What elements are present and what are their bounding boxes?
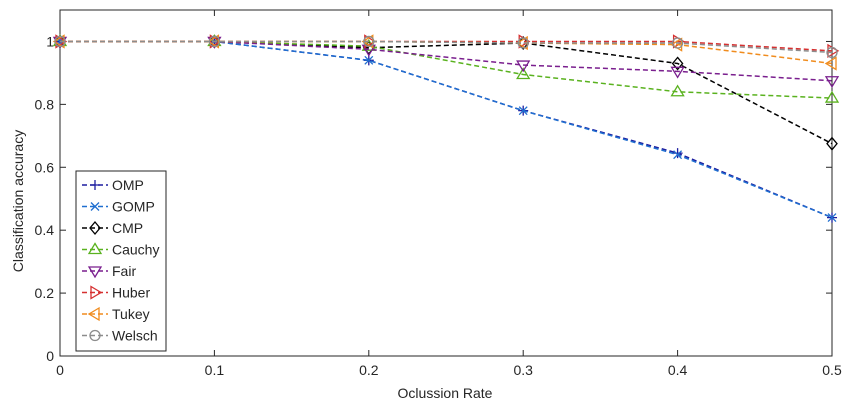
data-point-gomp: [827, 213, 837, 223]
data-point-huber: [55, 34, 68, 49]
data-point-welsch: [208, 35, 221, 48]
legend-label-omp: OMP: [112, 177, 144, 193]
legend-label-huber: Huber: [112, 285, 150, 301]
data-point-fair: [516, 60, 531, 73]
series-line-omp: [60, 40, 833, 219]
series-tukey: [52, 34, 837, 71]
axes-box: [59, 9, 833, 357]
data-point-gomp: [673, 150, 683, 160]
series-line-welsch: [60, 40, 833, 54]
x-tick-label: 0.5: [822, 362, 842, 378]
y-tick-label: 0.4: [35, 222, 55, 238]
x-tick-label: 0: [56, 362, 64, 378]
series-line-gomp: [60, 40, 833, 219]
legend-label-cmp: CMP: [112, 220, 143, 236]
y-tick-label: 0.6: [35, 159, 55, 175]
data-point-cauchy: [516, 67, 531, 80]
plot-layer: 0 0.1 0.2 0.3 0.4 0.5 0 0.2 0.4 0.6 0.8 1: [35, 9, 842, 378]
data-point-cauchy: [670, 84, 685, 97]
x-tick-label: 0.3: [513, 362, 533, 378]
series-cmp: [54, 34, 838, 151]
legend-marker-fair: [87, 266, 103, 279]
data-point-fair: [670, 66, 685, 79]
y-axis-label: Classification accuracy: [10, 130, 26, 272]
legend-marker-welsch: [89, 329, 101, 342]
series-welsch: [54, 35, 838, 59]
series-gomp: [55, 36, 837, 223]
data-point-cauchy: [824, 90, 840, 103]
data-point-cmp: [826, 136, 838, 151]
x-axis-label: Oclussion Rate: [398, 385, 493, 401]
x-tick-label: 0.2: [359, 362, 379, 378]
x-tick-label: 0.4: [668, 362, 688, 378]
data-point-tukey: [207, 34, 220, 49]
legend-marker-cauchy: [87, 242, 103, 255]
y-tick-label: 0.8: [35, 96, 55, 112]
data-point-tukey: [824, 56, 837, 71]
data-point-welsch: [826, 46, 838, 59]
series-omp: [55, 36, 837, 223]
x-tick-label: 0.1: [205, 362, 225, 378]
series-line-fair: [60, 40, 833, 82]
legend-marker-tukey: [87, 306, 100, 322]
data-point-welsch: [517, 37, 529, 49]
legend-marker-huber: [90, 285, 103, 300]
data-point-welsch: [363, 35, 375, 48]
legend-marker-omp: [90, 180, 100, 190]
data-point-fair: [824, 76, 840, 89]
y-tick-label: 0.2: [35, 285, 55, 301]
legend-label-fair: Fair: [112, 263, 136, 279]
legend-box: [75, 170, 167, 352]
data-point-welsch: [54, 35, 66, 48]
data-point-gomp: [518, 106, 528, 116]
legend-label-tukey: Tukey: [112, 306, 150, 322]
legend: OMP GOMP CMP Cauchy Fair Huber Tukey Welsch: [75, 170, 167, 352]
legend-label-gomp: GOMP: [112, 199, 155, 215]
data-point-gomp: [364, 55, 374, 65]
data-point-cmp: [671, 56, 684, 71]
y-tick-label: 0: [46, 348, 54, 364]
data-point-huber: [209, 34, 222, 49]
data-point-omp: [672, 148, 683, 159]
legend-label-welsch: Welsch: [112, 328, 158, 344]
data-point-welsch: [671, 37, 684, 49]
y-tick-label: 1: [46, 33, 54, 49]
legend-marker-cmp: [89, 220, 101, 236]
legend-marker-gomp: [90, 202, 100, 211]
legend-label-cauchy: Cauchy: [112, 242, 159, 258]
